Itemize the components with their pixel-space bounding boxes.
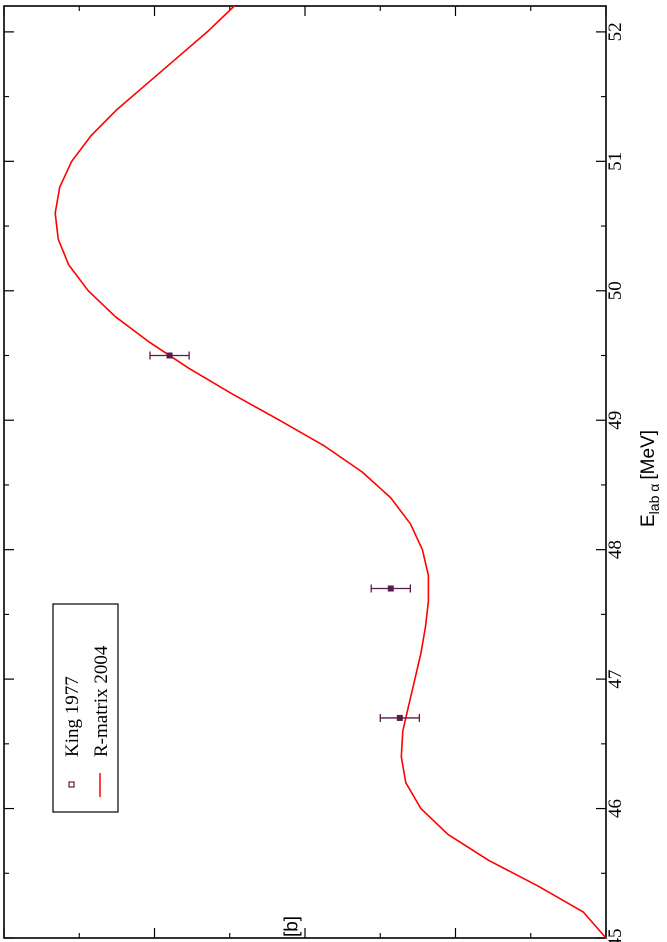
legend-item-r-matrix-2004: R-matrix 2004 [91, 645, 112, 797]
tick-labels: 454647484950515200.010.020.030.04 [605, 22, 626, 942]
energy-tick-label: 49 [605, 411, 626, 430]
king-1977-point [370, 584, 412, 593]
legend-box [52, 603, 119, 813]
energy-tick-label: 48 [605, 540, 626, 559]
data-marker [396, 714, 403, 721]
energy-tick-label: 46 [605, 799, 626, 818]
king-1977-point [149, 351, 190, 360]
energy-tick-label: 51 [605, 152, 626, 171]
energy-tick-label: 50 [605, 281, 626, 300]
r-matrix-curve [54, 5, 607, 939]
legend-label-r-matrix-2004: R-matrix 2004 [91, 645, 112, 757]
r-matrix-curve-layer [54, 5, 607, 939]
legend-item-king-1977: King 1977 [62, 676, 83, 788]
data-marker [387, 585, 394, 592]
x-axis-title-main: E [638, 514, 659, 527]
legend: King 1977 R-matrix 2004 [52, 603, 119, 813]
data-marker [166, 352, 173, 359]
x-axis-title-subscript: lab α [646, 484, 662, 515]
y-axis-title: σ [b] [281, 916, 302, 942]
x-axis-title-unit: [MeV] [638, 430, 659, 480]
energy-tick-label: 45 [605, 929, 626, 942]
x-axis-title-text: Elab α [MeV] [638, 430, 662, 527]
energy-tick-label: 47 [605, 670, 626, 689]
tick-marks [3, 6, 607, 939]
y-axis-title-text: σ [b] [281, 916, 302, 942]
energy-tick-label: 52 [605, 22, 626, 41]
data-points-layer [149, 351, 421, 722]
king-1977-point [379, 713, 421, 722]
x-axis-title: Elab α [MeV] [638, 430, 662, 527]
legend-marker-square [68, 781, 75, 788]
legend-label-king-1977: King 1977 [62, 676, 83, 757]
